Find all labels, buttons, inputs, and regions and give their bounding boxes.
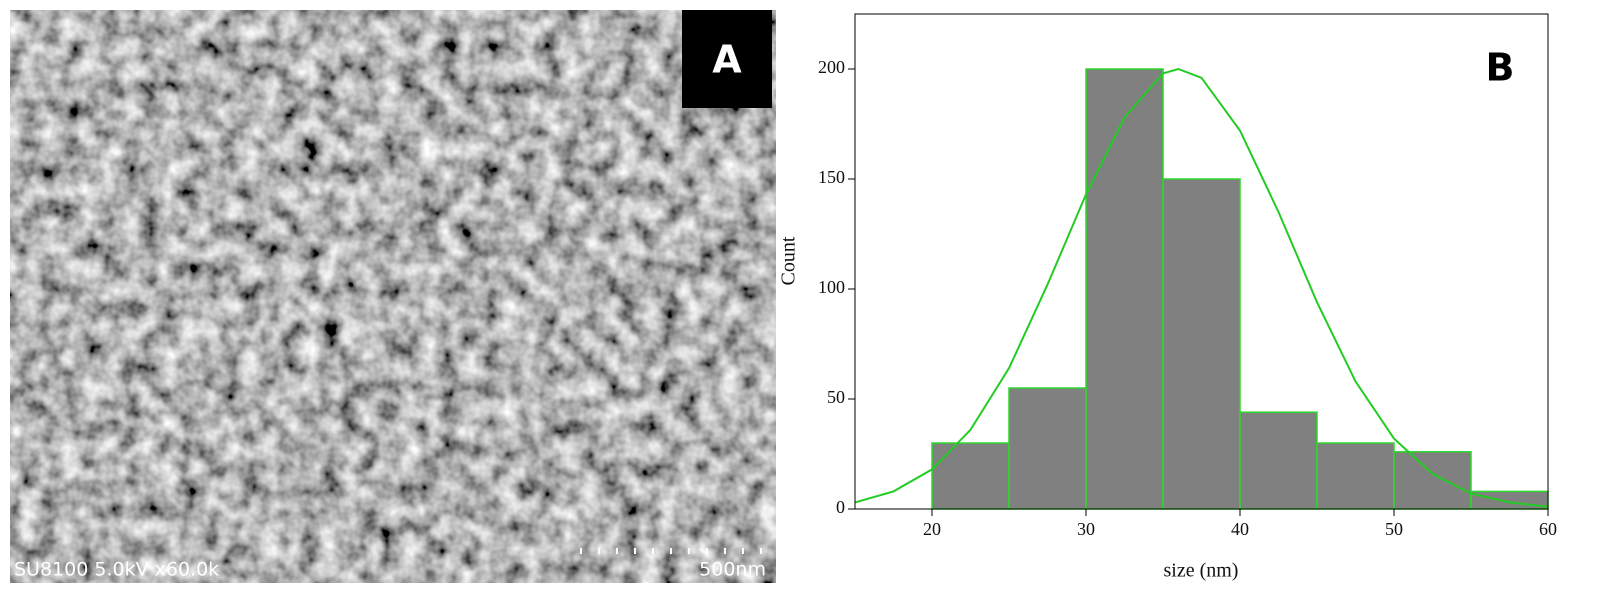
y-tick-label: 100: [818, 277, 845, 297]
bar: [1393, 451, 1472, 510]
plot-frame: [854, 13, 1549, 510]
bar: [1316, 442, 1395, 510]
x-tick-label: 20: [923, 519, 941, 539]
panel-label: B: [1486, 46, 1515, 90]
fit-curve: [854, 67, 1549, 508]
bar: [1085, 68, 1164, 510]
y-tick-label: 200: [818, 57, 845, 77]
x-tick-label: 50: [1385, 519, 1403, 539]
bar: [931, 442, 1010, 510]
bar: [1239, 411, 1318, 510]
scale-text: 500nm: [699, 559, 766, 581]
x-axis-label: size (nm): [1164, 560, 1239, 582]
y-tick-label: 0: [836, 497, 845, 517]
x-tick-label: 30: [1077, 519, 1095, 539]
x-tick-label: 60: [1539, 519, 1557, 539]
y-tick-label: 50: [827, 387, 845, 407]
x-tick-label: 40: [1231, 519, 1249, 539]
y-tick-label: 150: [818, 167, 845, 187]
bar: [1162, 178, 1241, 510]
sem-image: [10, 10, 776, 583]
bar: [1008, 387, 1087, 510]
label-box: [682, 10, 772, 108]
sem-panel: A SU8100 5.0kV x60.0k 500nm: [10, 10, 776, 583]
y-axis-label: Count: [778, 236, 800, 285]
panel-label: A: [712, 38, 742, 82]
sem-info: SU8100 5.0kV x60.0k: [14, 559, 219, 581]
